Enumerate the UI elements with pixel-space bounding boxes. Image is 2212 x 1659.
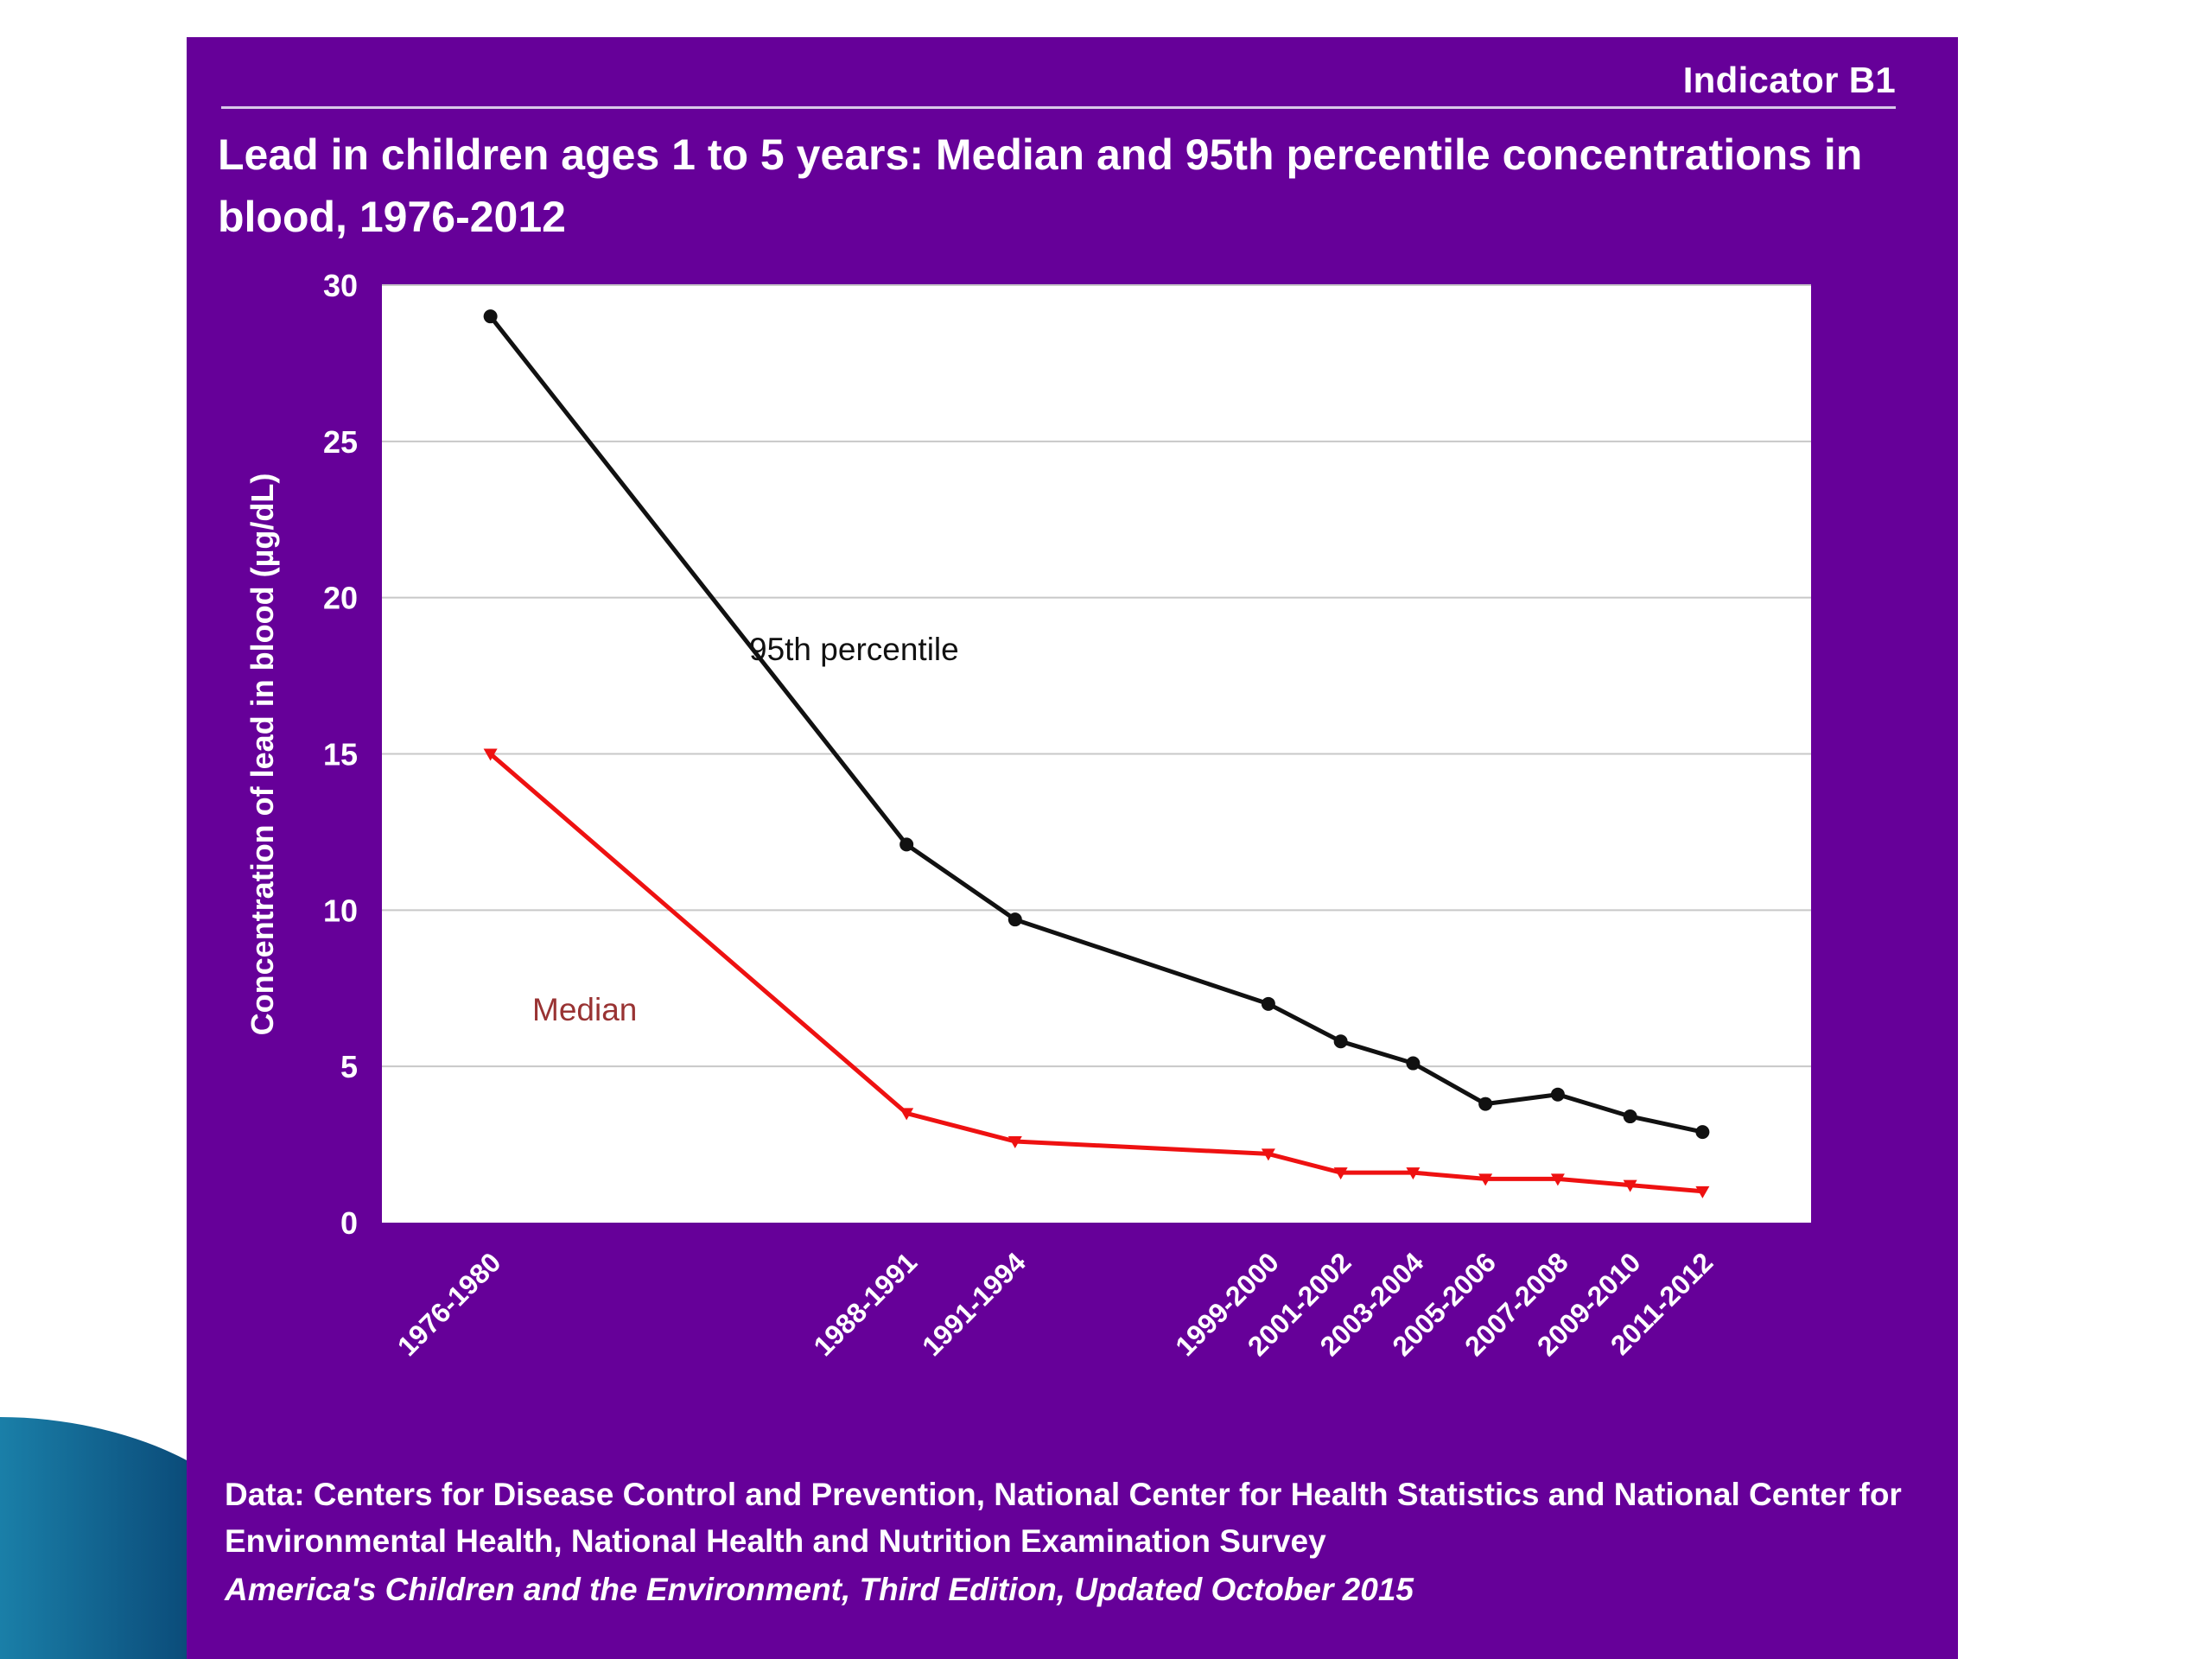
x-tick-label: 1976-1980 [391,1246,507,1362]
y-tick-label: 25 [323,424,358,460]
y-tick-label: 5 [340,1049,358,1084]
x-tick-label: 1988-1991 [807,1246,923,1362]
data-point-median [899,1108,914,1121]
data-point-median [1695,1185,1710,1198]
data-point-median [1007,1135,1022,1148]
indicator-label: Indicator B1 [1682,60,1896,100]
data-point-95th-percentile [899,837,914,852]
data-point-95th-percentile [1261,996,1275,1011]
data-point-95th-percentile [1406,1056,1421,1071]
line-chart: 0 5 10 15 20 25 30 1976-1980 1988-19911991-1994… [245,268,1811,1362]
data-source-note: Data: Centers for Disease Control and Pr… [225,1477,1902,1559]
y-tick-label: 10 [323,893,358,928]
y-axis: 0 5 10 15 20 25 30 [323,268,358,1241]
data-point-median [483,748,498,761]
series-label-median: Median [532,992,637,1027]
data-point-median [1623,1179,1637,1192]
y-tick-label: 20 [323,581,358,616]
header-divider [221,106,1896,109]
data-point-median [1333,1167,1348,1180]
y-tick-label: 30 [323,268,358,303]
data-point-95th-percentile [1550,1087,1565,1102]
series-label-95th-percentile: 95th percentile [749,632,959,667]
data-point-median [1261,1148,1275,1161]
publication-note: America's Children and the Environment, … [225,1572,1414,1607]
data-point-95th-percentile [483,309,498,324]
y-axis-title: Concentration of lead in blood (µg/dL) [245,474,280,1036]
y-tick-label: 15 [323,737,358,772]
series-lines [488,315,1703,1194]
data-point-95th-percentile [1695,1125,1710,1140]
y-tick-label: 0 [340,1205,358,1241]
series-line-median [488,752,1703,1194]
series-line-95th-percentile [488,315,1703,1135]
data-point-median [1478,1173,1493,1186]
data-point-95th-percentile [1623,1109,1637,1124]
data-point-95th-percentile [1478,1096,1493,1111]
x-tick-label: 1991-1994 [916,1246,1032,1362]
data-point-median [1406,1167,1421,1180]
chart-panel: Indicator B1 Lead in children ages 1 to … [187,37,1958,1659]
grid-lines [382,284,1811,1068]
data-point-95th-percentile [1007,912,1022,927]
chart-title: Lead in children ages 1 to 5 years: Medi… [218,130,1863,241]
data-point-median [1550,1173,1565,1186]
series-markers [483,309,1710,1198]
data-point-95th-percentile [1333,1034,1348,1049]
